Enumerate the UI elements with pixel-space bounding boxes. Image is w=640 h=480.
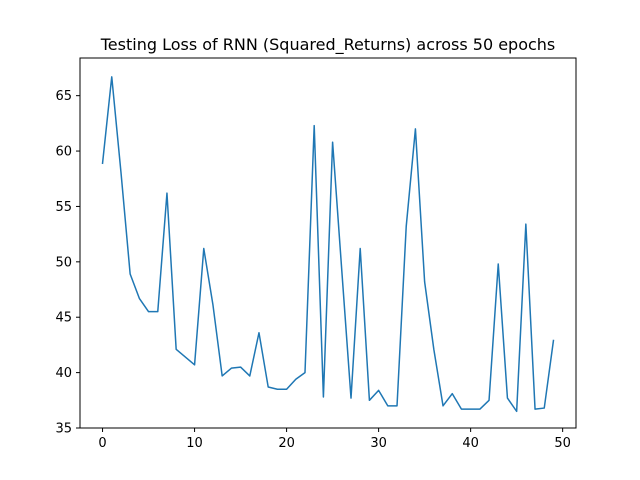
x-tick-label: 0 xyxy=(98,436,106,451)
plot-area xyxy=(101,76,555,413)
x-tick-label: 30 xyxy=(370,436,387,451)
y-tick-label: 60 xyxy=(55,145,72,160)
chart-title: Testing Loss of RNN (Squared_Returns) ac… xyxy=(100,35,556,55)
x-axis: 0 10 20 30 40 50 xyxy=(98,428,571,451)
plot-frame xyxy=(79,57,577,429)
y-tick-label: 45 xyxy=(55,311,72,326)
series-line xyxy=(101,76,555,413)
y-tick-label: 50 xyxy=(55,255,72,270)
y-tick-label: 55 xyxy=(55,200,72,215)
x-tick-label: 10 xyxy=(186,436,203,451)
x-tick-label: 20 xyxy=(278,436,295,451)
y-axis: 35 40 45 50 55 60 65 xyxy=(55,89,80,437)
x-tick-label: 40 xyxy=(462,436,479,451)
y-tick-label: 40 xyxy=(55,366,72,381)
x-tick-label: 50 xyxy=(554,436,571,451)
y-tick-label: 65 xyxy=(55,89,72,104)
y-tick-label: 35 xyxy=(55,422,72,437)
